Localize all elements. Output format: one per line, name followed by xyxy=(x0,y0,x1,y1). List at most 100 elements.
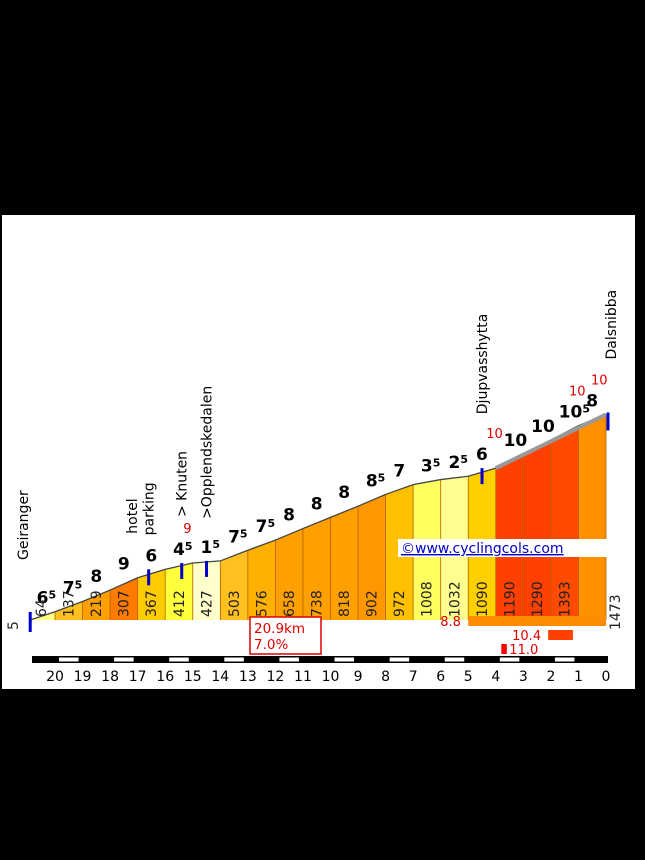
segment-fill xyxy=(495,454,524,620)
altitude-label: 1290 xyxy=(530,581,546,617)
grade-label: 10 xyxy=(531,417,555,437)
altitude-label: 367 xyxy=(144,590,160,617)
steep-label: 11.0 xyxy=(509,643,538,658)
grade-label-half: 5 xyxy=(433,457,441,470)
grade-label: 8 xyxy=(283,506,295,526)
credit-background xyxy=(398,539,612,557)
grade-label: 8 xyxy=(338,483,350,503)
steep-label: 10.4 xyxy=(512,629,541,644)
axis-gap xyxy=(169,657,189,662)
grade-label: 6 xyxy=(476,445,488,465)
altitude-label: 503 xyxy=(227,590,243,617)
grade-label-half: 5 xyxy=(212,538,220,551)
axis-gap xyxy=(334,657,355,662)
altitude-label: 658 xyxy=(282,590,298,617)
segment-fill xyxy=(275,528,303,620)
place-label: hotel xyxy=(125,498,141,533)
red-marker-label: 10 xyxy=(569,385,586,400)
grade-label: 9 xyxy=(118,555,130,575)
axis-tick-label: 9 xyxy=(354,669,363,685)
axis-tick-label: 17 xyxy=(129,669,147,685)
axis-tick-label: 14 xyxy=(211,669,229,685)
grade-label-half: 5 xyxy=(378,471,386,484)
grade-label: 8 xyxy=(586,391,598,411)
place-label: Djupvasshytta xyxy=(475,314,491,415)
grade-label-half: 5 xyxy=(185,540,193,553)
segment-fill xyxy=(302,517,331,620)
altitude-labels: 64 137 219 307 367 412 427 503 576 658 738 818 902 97… xyxy=(6,581,624,630)
segment-fill xyxy=(550,425,579,620)
red-marker-label: 10 xyxy=(591,373,608,388)
axis-gap xyxy=(279,657,299,662)
axis-tick-label: 2 xyxy=(546,669,555,685)
grade-label: 75 xyxy=(256,517,276,537)
grade-label-half: 5 xyxy=(75,579,83,592)
grade-label: 85 xyxy=(366,471,386,491)
grade-label-half: 5 xyxy=(582,403,590,416)
segment-fill xyxy=(358,494,386,620)
segment-fill xyxy=(192,560,221,620)
summit-altitude: 1473 xyxy=(608,594,624,630)
steep-bar xyxy=(501,644,507,654)
axis-tick-label: 4 xyxy=(491,669,500,685)
altitude-label: 1190 xyxy=(502,581,518,617)
axis-tick-label: 6 xyxy=(436,669,445,685)
grade-label: 105 xyxy=(559,403,590,423)
segment-fill xyxy=(110,577,138,620)
axis-tick-label: 1 xyxy=(574,669,583,685)
axis-bar xyxy=(32,656,608,663)
axis-tick-label: 5 xyxy=(464,669,473,685)
distance-axis: 20 19 18 17 16 15 14 13 12 11 10 9 8 7 6 5 4 3 2 1 0 xyxy=(32,656,610,685)
grade-label: 35 xyxy=(421,457,441,477)
place-label: Dalsnibba xyxy=(604,290,620,360)
credit-link[interactable]: ©www.cyclingcols.com xyxy=(401,541,564,557)
axis-tick-label: 12 xyxy=(266,669,284,685)
altitude-label: 818 xyxy=(337,590,353,617)
grade-label: 10 xyxy=(504,431,528,451)
steep-bar xyxy=(548,630,573,640)
axis-gap xyxy=(499,657,520,662)
start-altitude: 5 xyxy=(6,621,22,630)
axis-tick-label: 3 xyxy=(519,669,528,685)
altitude-label: 1090 xyxy=(475,581,491,617)
grade-label: 15 xyxy=(201,538,221,558)
altitude-label: 576 xyxy=(254,590,270,617)
grade-label: 45 xyxy=(173,540,193,560)
profile-outline xyxy=(28,412,607,632)
axis-tick-label: 19 xyxy=(74,669,92,685)
place-label: Geiranger xyxy=(16,490,32,560)
axis-gap xyxy=(389,657,410,662)
segment-fill xyxy=(247,540,276,620)
steep-bar xyxy=(468,616,606,626)
axis-tick-label: 18 xyxy=(101,669,119,685)
summary-box: 20.9km 7.0% xyxy=(249,616,322,655)
place-label: parking xyxy=(142,482,158,535)
altitude-label: 412 xyxy=(172,590,188,617)
grade-label: 7 xyxy=(393,462,405,482)
summit-shade xyxy=(494,412,607,470)
chart-panel: 65 75 8 9 6 45 15 75 75 8 8 8 85 7 35 25 6 10 10 105 8 64 137… xyxy=(2,215,635,689)
grade-label: 8 xyxy=(311,494,323,514)
axis-gap xyxy=(224,657,244,662)
steep-label: 8.8 xyxy=(440,615,461,630)
grade-label: 25 xyxy=(448,453,468,473)
red-marker-label: 9 xyxy=(183,522,191,537)
credit-box: ©www.cyclingcols.com xyxy=(398,539,612,557)
grade-label-half: 5 xyxy=(240,527,248,540)
segment-fill xyxy=(165,563,193,620)
summary-distance: 20.9km xyxy=(254,621,305,637)
place-label: >Opplendskedalen xyxy=(200,386,216,519)
summary-gradient: 7.0% xyxy=(254,637,288,653)
axis-gap xyxy=(59,657,79,662)
altitude-label: 64 xyxy=(34,599,50,617)
axis-tick-label: 16 xyxy=(156,669,174,685)
steep-sections: 8.8 10.411.0 xyxy=(440,615,606,658)
altitude-label: 137 xyxy=(62,590,78,617)
axis-tick-label: 20 xyxy=(46,669,64,685)
grade-label: 75 xyxy=(228,527,248,547)
axis-tick-label: 0 xyxy=(602,669,611,685)
axis-gap xyxy=(554,657,575,662)
segment-fills xyxy=(30,414,606,620)
